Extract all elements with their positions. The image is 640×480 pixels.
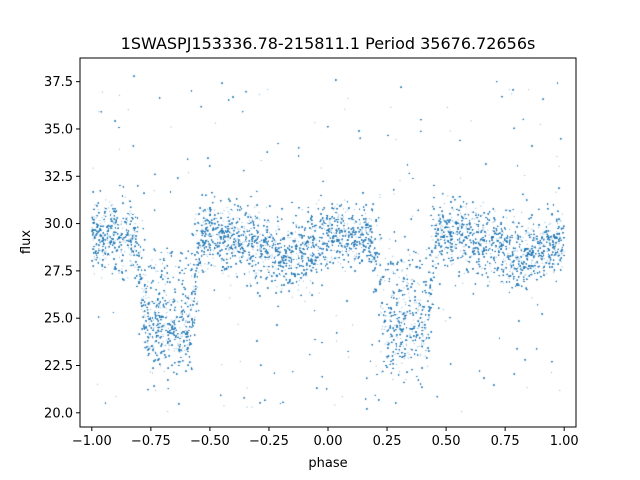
y-axis-title: flux [19, 230, 34, 254]
y-tick-label: 20.0 [44, 406, 73, 421]
x-tick-label: 0.75 [491, 434, 520, 449]
y-tick-label: 32.5 [44, 170, 73, 185]
y-tick-label: 35.0 [44, 122, 73, 137]
y-tick-label: 30.0 [44, 217, 73, 232]
y-tick-label: 22.5 [44, 359, 73, 374]
x-tick-label: −1.00 [72, 434, 112, 449]
x-tick-label: 0.00 [314, 434, 343, 449]
scatter-points [80, 58, 576, 427]
x-tick-label: 0.50 [432, 434, 461, 449]
x-tick-label: 0.25 [373, 434, 402, 449]
x-tick-label: 1.00 [550, 434, 579, 449]
chart-title: 1SWASPJ153336.78-215811.1 Period 35676.7… [121, 34, 536, 53]
x-tick-label: −0.50 [190, 434, 230, 449]
x-axis-title: phase [308, 456, 347, 471]
y-tick-label: 37.5 [44, 75, 73, 90]
y-axis: 20.0 22.5 25.0 27.5 30.0 32.5 35.0 37.5 [44, 75, 80, 421]
y-tick-label: 25.0 [44, 312, 73, 327]
x-tick-label: −0.75 [131, 434, 171, 449]
y-tick-label: 27.5 [44, 264, 73, 279]
x-tick-label: −0.25 [249, 434, 289, 449]
x-axis: −1.00 −0.75 −0.50 −0.25 0.00 0.25 0.50 0.75 1.00 [72, 427, 579, 449]
